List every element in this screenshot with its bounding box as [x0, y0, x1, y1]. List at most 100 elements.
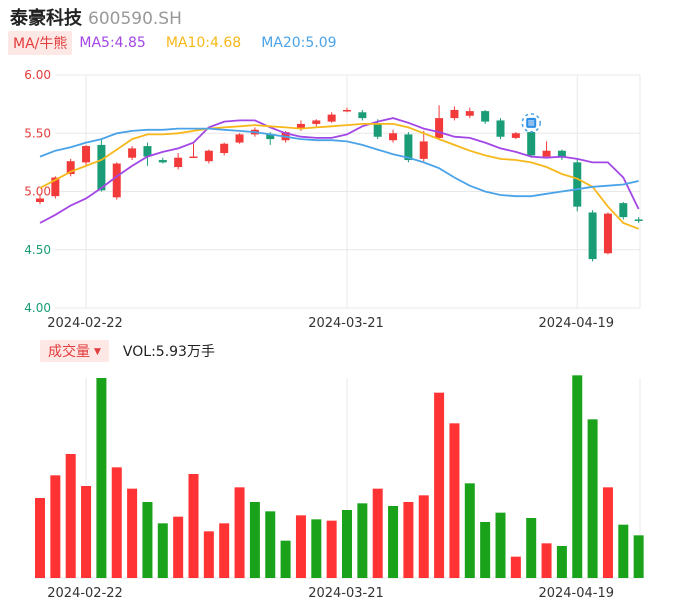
volume-bar[interactable] [602, 487, 613, 578]
stock-name: 泰豪科技 [10, 8, 82, 29]
candle-body[interactable] [511, 133, 520, 138]
volume-bar[interactable] [541, 543, 552, 578]
volume-bar[interactable] [35, 498, 45, 578]
volume-bar[interactable] [618, 524, 629, 578]
candle-body[interactable] [51, 177, 60, 197]
price-date-label: 2024-03-21 [308, 316, 384, 331]
candle-body[interactable] [327, 114, 336, 122]
candle-body[interactable] [588, 212, 597, 260]
price-axis-tick: 5.50 [24, 126, 51, 140]
candle-body[interactable] [189, 156, 198, 159]
candle-body[interactable] [358, 112, 367, 119]
volume-bar[interactable] [173, 516, 184, 578]
volume-bar[interactable] [342, 510, 352, 578]
candle-body[interactable] [557, 150, 566, 158]
volume-bar[interactable] [203, 531, 214, 578]
volume-bar[interactable] [249, 502, 260, 578]
price-date-label: 2024-04-19 [538, 316, 614, 331]
candle-body[interactable] [128, 148, 137, 158]
candle-body[interactable] [36, 198, 44, 202]
candle-body[interactable] [389, 133, 398, 141]
candle-body[interactable] [220, 143, 229, 154]
volume-bar[interactable] [357, 503, 368, 578]
volume-bar[interactable] [495, 512, 506, 578]
candle-body[interactable] [82, 146, 91, 163]
price-date-label: 2024-02-22 [47, 316, 123, 331]
volume-bar[interactable] [111, 467, 122, 578]
price-axis-tick: 4.50 [24, 243, 51, 257]
candle-body[interactable] [266, 134, 275, 140]
candle-body[interactable] [158, 160, 167, 163]
candle-body[interactable] [465, 111, 474, 116]
candle-body[interactable] [419, 141, 428, 159]
volume-bar[interactable] [295, 515, 306, 578]
candle-body[interactable] [143, 146, 152, 157]
volume-bar[interactable] [81, 486, 92, 578]
candle-body[interactable] [619, 203, 628, 218]
ma5-line [39, 117, 640, 224]
candle-body[interactable] [174, 157, 183, 168]
volume-bar[interactable] [311, 519, 322, 578]
price-axis-tick: 4.00 [24, 301, 51, 315]
candle-body[interactable] [204, 150, 213, 162]
volume-bar[interactable] [326, 520, 337, 578]
candle-body[interactable] [603, 213, 612, 254]
volume-selector-button[interactable]: 成交量 ▼ [40, 340, 109, 362]
volume-bar[interactable] [480, 522, 491, 578]
volume-bar[interactable] [142, 502, 153, 578]
volume-bar[interactable] [388, 506, 399, 578]
candle-body[interactable] [573, 162, 582, 207]
ma-indicator-bar: MA/牛熊 MA5:4.85 MA10:4.68 MA20:5.09 [8, 31, 357, 55]
candle-body[interactable] [527, 132, 536, 156]
volume-bar[interactable] [280, 540, 291, 578]
volume-bar[interactable] [403, 502, 414, 578]
candle-body[interactable] [343, 109, 351, 112]
volume-bar[interactable] [434, 392, 445, 578]
ma10-label: MA10:4.68 [165, 35, 242, 51]
candle-body[interactable] [235, 134, 244, 143]
volume-date-label: 2024-04-19 [538, 586, 614, 601]
volume-bar[interactable] [572, 375, 583, 578]
price-axis-tick: 6.00 [24, 68, 51, 82]
volume-bar[interactable] [464, 483, 475, 578]
volume-bar[interactable] [65, 454, 76, 578]
candle-body[interactable] [66, 161, 75, 175]
volume-value-label: VOL:5.93万手 [122, 344, 215, 360]
candle-body[interactable] [542, 150, 551, 157]
volume-bar[interactable] [219, 523, 230, 578]
candle-body[interactable] [450, 109, 459, 119]
candle-body[interactable] [435, 118, 444, 138]
candle-body[interactable] [404, 134, 413, 161]
volume-bar[interactable] [556, 546, 567, 578]
candle-body[interactable] [634, 219, 643, 221]
candle-body[interactable] [97, 144, 106, 191]
candle-body[interactable] [496, 120, 505, 137]
candle-body[interactable] [112, 163, 121, 198]
volume-date-label: 2024-02-22 [47, 586, 123, 601]
volume-indicator-bar: 成交量 ▼ VOL:5.93万手 [40, 340, 215, 362]
volume-bar[interactable] [50, 475, 61, 578]
volume-bar[interactable] [510, 556, 521, 578]
volume-bar[interactable] [188, 474, 199, 578]
volume-bar[interactable] [633, 535, 644, 578]
chevron-down-icon: ▼ [94, 347, 101, 357]
volume-bar[interactable] [157, 523, 168, 578]
volume-bar[interactable] [372, 488, 383, 578]
volume-bar[interactable] [449, 423, 460, 578]
candle-body[interactable] [373, 123, 382, 137]
volume-bar[interactable] [265, 511, 276, 578]
event-marker-icon[interactable] [521, 113, 541, 133]
volume-bar[interactable] [587, 419, 598, 578]
ma10-line [39, 123, 639, 230]
volume-bar[interactable] [127, 488, 138, 578]
volume-bar[interactable] [96, 378, 107, 578]
volume-bar[interactable] [234, 487, 245, 578]
ma-selector-button[interactable]: MA/牛熊 [8, 31, 73, 55]
candle-body[interactable] [312, 120, 321, 124]
volume-bar[interactable] [418, 495, 429, 578]
ma20-label: MA20:5.09 [261, 35, 337, 51]
candle-body[interactable] [296, 123, 305, 129]
volume-bar[interactable] [526, 518, 537, 578]
candle-body[interactable] [481, 111, 490, 122]
